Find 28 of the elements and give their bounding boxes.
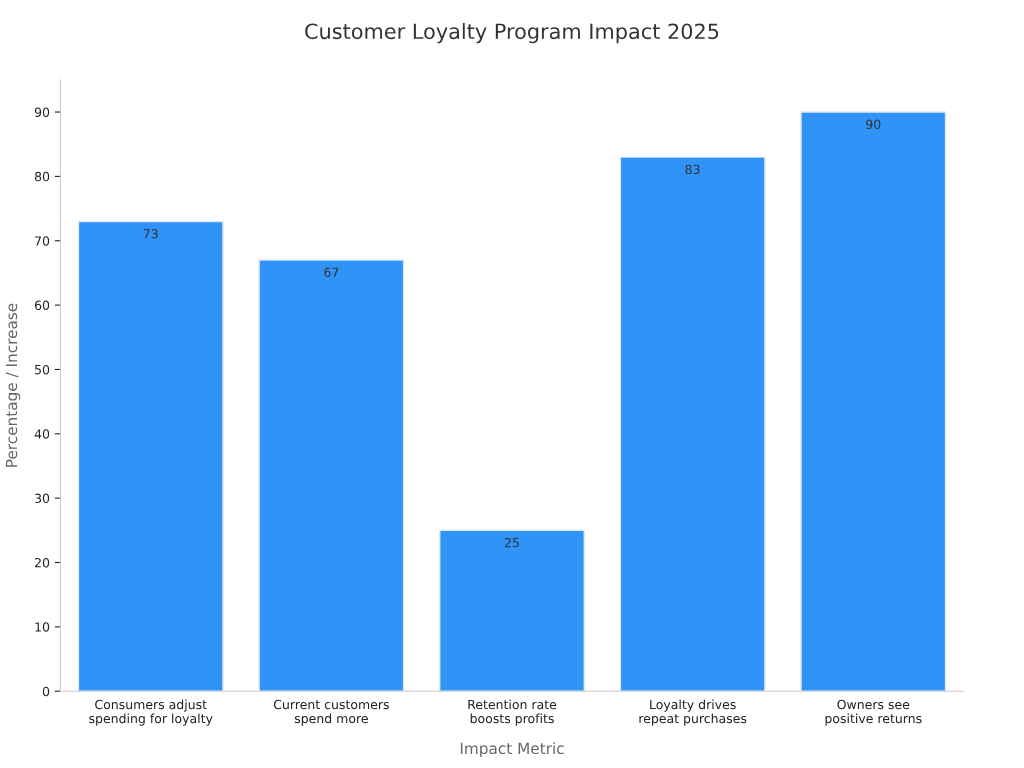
x-tick-label: Consumers adjust spending for loyalty — [89, 699, 213, 726]
bar — [800, 111, 947, 692]
y-tick-label: 20 — [35, 557, 50, 568]
bar — [258, 259, 405, 692]
y-axis-title: Percentage / Increase — [5, 303, 21, 467]
y-tick-label: 60 — [34, 300, 50, 311]
x-tick-label: Current customers spend more — [273, 699, 389, 726]
y-tick-label: 0 — [42, 686, 50, 697]
y-tick-label: 50 — [35, 364, 50, 375]
chart-title: Customer Loyalty Program Impact 2025 — [305, 23, 719, 44]
x-tick-label: Retention rate boosts profits — [468, 699, 557, 726]
x-tick-label: Owners see positive returns — [825, 699, 922, 726]
x-axis-title: Impact Metric — [460, 742, 564, 758]
bar — [77, 220, 224, 692]
y-tick-label: 40 — [34, 429, 50, 439]
y-tick-label: 90 — [34, 107, 50, 117]
data-label: 25 — [504, 537, 519, 548]
data-label: 67 — [324, 267, 339, 278]
y-tick-label: 10 — [35, 622, 50, 632]
data-label: 83 — [685, 164, 700, 175]
data-label: 90 — [866, 119, 881, 130]
bar — [439, 529, 585, 692]
data-label: 73 — [143, 229, 158, 239]
y-tick-label: 80 — [34, 171, 50, 182]
x-tick-label: Loyalty drives repeat purchases — [639, 699, 747, 726]
y-tick-label: 30 — [35, 493, 50, 504]
bar — [619, 156, 766, 692]
y-tick-label: 70 — [35, 236, 50, 246]
